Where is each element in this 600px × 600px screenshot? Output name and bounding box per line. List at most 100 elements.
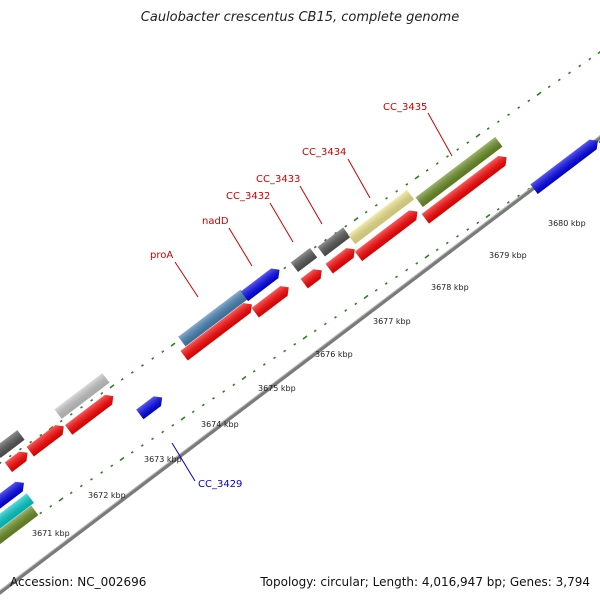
gene-block-CC_3423[interactable] [0,505,39,547]
ruler-lower-tick [262,363,266,366]
ruler-lower-tick [130,450,134,454]
ruler-lower-tick [58,497,64,502]
ruler-upper-tick [120,378,124,381]
genome-backbone [0,135,600,595]
cds-block-CC_3426[interactable] [4,448,31,473]
cds-block-CC_3427[interactable] [26,422,68,457]
ruler-lower-tick [273,356,276,360]
ruler-upper-tick [283,266,287,270]
cds-block-proA[interactable] [180,300,256,361]
gene-block-CC_3429[interactable] [136,393,166,420]
gene-block-nadD[interactable] [240,265,283,302]
cds-block-nadD-shading [251,286,289,318]
ruler-label-3676: 3676 kbp [315,350,353,359]
ruler-lower-tick [69,491,73,495]
gene-block-CC_3425[interactable] [0,478,28,512]
cds-block-CC_3432[interactable] [300,266,326,289]
cds-block-CC_3426-shading [4,451,28,473]
ruler-upper-tick [80,405,83,409]
ruler-label-3678: 3678 kbp [431,283,469,292]
ruler-lower-tick [405,268,409,272]
ruler-upper-tick [130,371,134,374]
ruler-upper-tick [466,141,470,144]
callout-line-nadD [228,227,253,267]
ruler-lower-tick [90,477,93,481]
ruler-upper-tick [364,210,368,214]
genome-summary-text: Topology: circular; Length: 4,016,947 bp… [260,575,590,589]
ruler-upper-tick [0,461,2,465]
ruler-upper-tick [405,183,409,186]
gene-block-CC_3432-shading [290,247,318,273]
cds-block-CC_3428[interactable] [65,391,117,435]
ruler-upper-tick [486,127,490,130]
cds-block-CC_3435[interactable] [421,152,511,224]
gene-block-CC_3435[interactable] [415,137,503,207]
ruler-upper-tick [151,357,155,360]
ruler-upper-tick [557,78,561,82]
gene-block-CC_3436[interactable] [530,136,600,194]
ruler-lower-tick [496,207,500,211]
ruler-upper-tick [597,49,600,55]
gene-block-CC_3428[interactable] [54,373,110,419]
callout-line-CC_3433 [299,185,323,225]
ruler-lower-tick [485,213,491,219]
genome-backbone-highlight [0,134,600,592]
ruler-lower-tick [424,254,430,259]
gene-label-CC_3434[interactable]: CC_3434 [302,147,346,158]
gene-block-CC_3425-shading [0,481,24,512]
ruler-label-3680: 3680 kbp [548,219,586,228]
ruler-lower-tick [39,511,43,515]
gene-block-proA-shading [178,289,248,347]
ruler-upper-tick [475,133,481,138]
ruler-lower-tick [212,396,215,400]
ruler-lower-tick [252,369,256,373]
ruler-lower-tick [79,484,83,488]
callout-line-CC_3435 [427,112,453,157]
gene-label-CC_3432[interactable]: CC_3432 [226,191,270,202]
gene-block-CC_3433[interactable] [317,227,351,257]
gene-block-proA[interactable] [178,289,248,347]
ruler-lower-tick [344,309,348,312]
ruler-lower-tick [466,228,470,231]
cds-block-proA-shading [180,303,252,361]
ruler-upper-tick [374,203,378,207]
gene-block-CC_3426[interactable] [0,430,25,458]
ruler-lower-tick [395,275,398,279]
ruler-upper-tick [313,245,317,249]
ruler-lower-tick [161,430,165,434]
gene-label-CC_3433[interactable]: CC_3433 [256,174,300,185]
gene-block-CC_3426-shading [0,430,25,458]
ruler-lower-tick [456,234,459,238]
accession-text: Accession: NC_002696 [10,575,147,589]
gene-label-CC_3435[interactable]: CC_3435 [383,102,427,113]
gene-block-CC_3432[interactable] [290,247,318,273]
ruler-upper-tick [395,189,399,193]
cds-block-CC_3432-shading [300,269,322,289]
gene-block-CC_3436-shading [530,139,598,194]
ruler-upper-tick [344,224,348,228]
ruler-upper-tick [527,99,531,103]
ruler-lower-tick [354,302,358,306]
cds-block-nadD[interactable] [251,283,293,318]
callout-line-CC_3429 [171,442,196,482]
ruler-upper-tick [507,113,510,117]
ruler-lower-tick [374,288,378,292]
ruler-lower-tick [506,201,510,204]
ruler-upper-tick [59,419,63,423]
gene-block-CC_3424[interactable] [0,493,34,531]
ruler-label-3673: 3673 kbp [144,455,182,464]
ruler-upper-tick [141,364,144,367]
gene-label-CC_3429[interactable]: CC_3429 [198,479,242,490]
ruler-label-3671: 3671 kbp [32,529,70,538]
gene-label-nadD[interactable]: nadD [202,216,229,227]
cds-block-CC_3434[interactable] [354,207,421,262]
cds-block-CC_3433[interactable] [325,245,359,274]
gene-block-CC_3434[interactable] [347,189,415,245]
callout-line-CC_3434 [347,158,371,199]
ruler-lower-tick [140,444,144,447]
ruler-label-3672: 3672 kbp [88,491,126,500]
ruler-label-3674: 3674 kbp [201,420,239,429]
gene-label-proA[interactable]: proA [150,250,173,261]
ruler-lower-tick [334,315,337,319]
ruler-label-3675: 3675 kbp [258,384,296,393]
